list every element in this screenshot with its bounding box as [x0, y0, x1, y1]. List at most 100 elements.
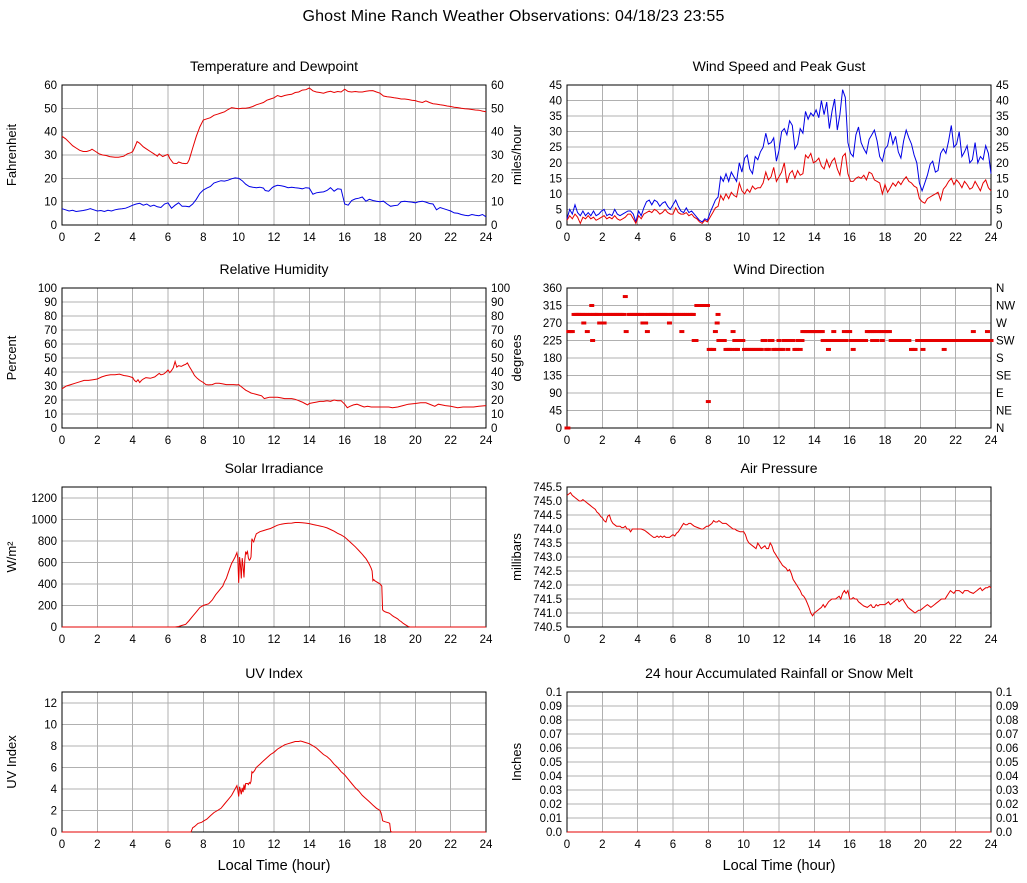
svg-text:20: 20 — [44, 173, 57, 185]
svg-text:Fahrenheit: Fahrenheit — [4, 124, 19, 187]
svg-text:35: 35 — [549, 111, 562, 123]
svg-text:22: 22 — [949, 232, 962, 244]
svg-text:degrees: degrees — [509, 334, 524, 381]
svg-text:1000: 1000 — [31, 514, 57, 526]
svg-text:0: 0 — [491, 220, 497, 232]
svg-text:100: 100 — [38, 283, 57, 295]
svg-text:10: 10 — [491, 409, 504, 421]
svg-text:6: 6 — [165, 232, 171, 244]
svg-text:20: 20 — [409, 839, 422, 851]
svg-text:NE: NE — [996, 406, 1012, 418]
air-pressure-plot: 740.5 741.0 741.5 742.0 742.5 743.0 743.5 744.0… — [509, 460, 998, 646]
svg-text:745.0: 745.0 — [533, 496, 562, 508]
svg-text:743.0: 743.0 — [533, 552, 562, 564]
svg-text:Local Time (hour): Local Time (hour) — [723, 858, 836, 874]
svg-text:8: 8 — [200, 232, 206, 244]
svg-text:20: 20 — [914, 232, 927, 244]
svg-text:20: 20 — [409, 435, 422, 447]
svg-text:40: 40 — [996, 96, 1009, 108]
svg-text:10: 10 — [44, 197, 57, 209]
svg-text:24: 24 — [480, 839, 493, 851]
svg-text:5: 5 — [996, 204, 1002, 216]
svg-text:0.09: 0.09 — [540, 701, 562, 713]
svg-text:45: 45 — [549, 80, 562, 92]
svg-text:10: 10 — [737, 435, 750, 447]
svg-text:10: 10 — [737, 232, 750, 244]
svg-text:10: 10 — [737, 839, 750, 851]
svg-text:2: 2 — [51, 805, 57, 817]
svg-text:E: E — [996, 388, 1004, 400]
svg-text:10: 10 — [232, 634, 245, 646]
svg-text:N: N — [996, 283, 1004, 295]
svg-text:10: 10 — [549, 189, 562, 201]
svg-text:UV Index: UV Index — [245, 665, 303, 681]
svg-text:50: 50 — [44, 353, 57, 365]
svg-text:24: 24 — [480, 232, 493, 244]
svg-text:24: 24 — [480, 435, 493, 447]
svg-text:Temperature and Dewpoint: Temperature and Dewpoint — [190, 58, 358, 74]
svg-text:16: 16 — [338, 634, 351, 646]
svg-text:742.0: 742.0 — [533, 580, 562, 592]
svg-text:12: 12 — [44, 698, 57, 710]
svg-text:8: 8 — [200, 435, 206, 447]
chart-temperature-dewpoint: 0 0 10 10 20 20 30 30 40 40 50 50 60 60 0 2 4 6 8 10 12 14 16 1… — [0, 50, 522, 258]
svg-text:2: 2 — [94, 634, 100, 646]
svg-text:0.07: 0.07 — [540, 729, 562, 741]
svg-text:Percent: Percent — [4, 335, 19, 380]
svg-text:20: 20 — [409, 634, 422, 646]
svg-text:24 hour Accumulated Rainfall o: 24 hour Accumulated Rainfall or Snow Mel… — [645, 665, 913, 681]
svg-text:12: 12 — [268, 634, 281, 646]
svg-text:8: 8 — [200, 634, 206, 646]
svg-text:0.04: 0.04 — [540, 771, 563, 783]
svg-text:millibars: millibars — [509, 533, 524, 581]
svg-text:8: 8 — [705, 634, 711, 646]
svg-text:4: 4 — [51, 784, 58, 796]
svg-text:SE: SE — [996, 371, 1012, 383]
svg-text:8: 8 — [705, 232, 711, 244]
svg-text:744.5: 744.5 — [533, 510, 562, 522]
svg-text:4: 4 — [129, 839, 136, 851]
svg-text:18: 18 — [374, 232, 387, 244]
svg-text:2: 2 — [599, 839, 605, 851]
svg-text:0.1: 0.1 — [996, 687, 1012, 699]
svg-text:20: 20 — [549, 158, 562, 170]
svg-text:40: 40 — [491, 127, 504, 139]
svg-text:0.0: 0.0 — [996, 827, 1012, 839]
svg-text:20: 20 — [996, 158, 1009, 170]
svg-text:Solar Irradiance: Solar Irradiance — [225, 460, 324, 476]
svg-text:N: N — [996, 423, 1004, 435]
svg-text:0: 0 — [491, 423, 497, 435]
chart-solar-irradiance: 0 200 400 600 800 1000 1200 0 2 4 6 8 10 12 14 16 18 20 22… — [0, 452, 522, 660]
svg-text:745.5: 745.5 — [533, 482, 562, 494]
svg-text:0.04: 0.04 — [996, 771, 1019, 783]
svg-text:0: 0 — [564, 232, 570, 244]
svg-text:2: 2 — [599, 435, 605, 447]
chart-rainfall: 0.0 0.0 0.01 0.01 0.02 0.02 0.03 0.03 0.04 0.04 0.… — [505, 657, 1027, 883]
svg-text:2: 2 — [94, 232, 100, 244]
svg-text:Wind Speed and Peak Gust: Wind Speed and Peak Gust — [693, 58, 866, 74]
svg-text:50: 50 — [44, 103, 57, 115]
svg-text:30: 30 — [44, 150, 57, 162]
svg-text:80: 80 — [491, 311, 504, 323]
svg-text:400: 400 — [38, 579, 57, 591]
svg-text:0: 0 — [556, 423, 562, 435]
svg-text:40: 40 — [549, 96, 562, 108]
svg-text:30: 30 — [549, 127, 562, 139]
svg-text:0: 0 — [59, 634, 65, 646]
svg-text:Air Pressure: Air Pressure — [740, 460, 817, 476]
svg-text:20: 20 — [491, 173, 504, 185]
svg-text:4: 4 — [634, 839, 641, 851]
svg-text:24: 24 — [985, 232, 998, 244]
svg-text:18: 18 — [879, 839, 892, 851]
svg-text:6: 6 — [165, 435, 171, 447]
svg-text:20: 20 — [914, 634, 927, 646]
svg-text:0: 0 — [564, 435, 570, 447]
svg-text:0: 0 — [996, 220, 1002, 232]
chart-air-pressure: 740.5 741.0 741.5 742.0 742.5 743.0 743.5 744.0… — [505, 452, 1027, 660]
svg-text:741.5: 741.5 — [533, 594, 562, 606]
svg-text:30: 30 — [491, 150, 504, 162]
page-title: Ghost Mine Ranch Weather Observations: 0… — [302, 8, 725, 25]
svg-text:0.08: 0.08 — [996, 715, 1018, 727]
